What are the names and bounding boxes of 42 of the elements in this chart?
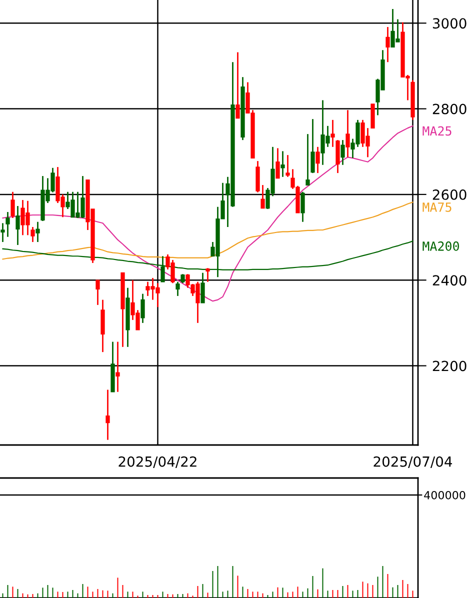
candlestick [176, 281, 180, 297]
x-tick-label: 2025/04/22 [118, 456, 196, 468]
candlestick [206, 267, 210, 283]
candlestick [370, 104, 375, 128]
candlestick [16, 205, 20, 246]
x-tick-label: 2025/07/04 [374, 456, 452, 468]
candlestick [36, 221, 40, 243]
y-tick-label: 2600 [432, 189, 466, 200]
candlestick [6, 211, 10, 238]
candlestick [96, 279, 100, 306]
y-tick-label: 3000 [432, 18, 466, 29]
series-label: MA200 [422, 241, 459, 251]
candlestick [336, 139, 340, 174]
candlestick [346, 109, 350, 158]
y-tick-label: 400000 [424, 490, 466, 500]
y-tick-label: 2800 [432, 104, 466, 114]
candlestick [316, 146, 320, 174]
y-tick-label: 2200 [432, 360, 466, 372]
candlestick [310, 118, 315, 174]
candlestick [280, 150, 285, 178]
candlestick [10, 191, 15, 219]
candlestick [140, 293, 145, 324]
candlestick [116, 341, 120, 393]
candlestick [306, 133, 310, 186]
candlestick [276, 147, 280, 179]
candlestick [300, 191, 305, 223]
y-tick-label: 2400 [432, 275, 466, 286]
candlestick [236, 52, 240, 119]
candlestick [200, 272, 205, 304]
series-label: MA25 [422, 126, 452, 136]
candlestick [100, 299, 105, 353]
candlestick [256, 160, 260, 193]
candlestick [386, 26, 390, 63]
candlestick [330, 119, 335, 148]
candlestick [30, 226, 35, 243]
candlestick [260, 184, 265, 209]
series-label: MA75 [422, 202, 452, 212]
candlestick [286, 154, 290, 178]
candlestick [106, 389, 110, 441]
candlestick [0, 222, 5, 243]
candlestick [340, 139, 345, 166]
line-series [2, 125, 414, 302]
